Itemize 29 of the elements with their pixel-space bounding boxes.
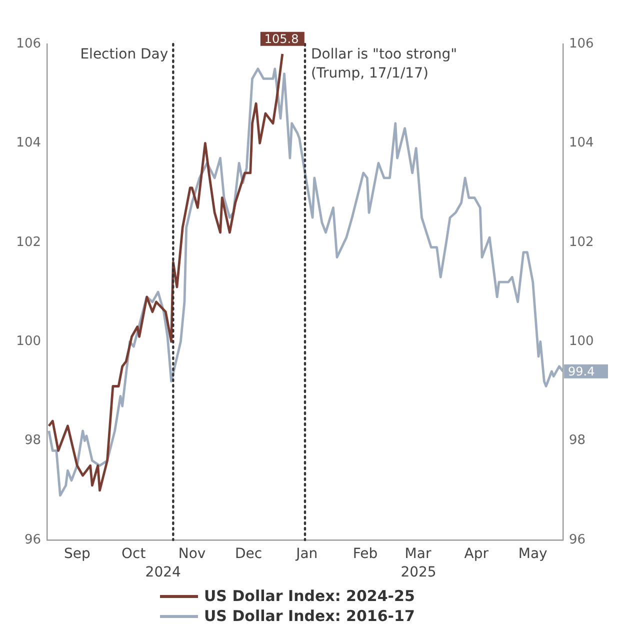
y-tick-label: 102 xyxy=(16,234,41,250)
x-tick-label: Sep xyxy=(64,546,90,562)
y-tick-label: 96 xyxy=(24,532,41,548)
x-tick-label: May xyxy=(518,546,548,562)
x-tick-label: Jan xyxy=(295,546,318,562)
data-label: 105.8 xyxy=(264,32,299,46)
ref-line-label: Dollar is "too strong" (Trump, 17/1/17) xyxy=(311,46,458,82)
y2-tick-label: 104 xyxy=(569,136,594,151)
y2-tick-label: 106 xyxy=(569,36,594,52)
x-tick-label: Oct xyxy=(122,546,146,562)
legend-label: US Dollar Index: 2016-17 xyxy=(204,607,415,625)
y-tick-label: 106 xyxy=(16,36,41,52)
legend-label: US Dollar Index: 2024-25 xyxy=(204,587,415,605)
x-tick-label: Apr xyxy=(464,546,489,562)
ref-line-label: Election Day xyxy=(80,46,168,63)
text: 2024 xyxy=(145,564,181,581)
y-tick-label: 104 xyxy=(16,136,41,151)
text: 2025 xyxy=(400,564,436,581)
y2-tick-label: 98 xyxy=(569,433,586,448)
x-tick-label: Feb xyxy=(352,546,378,562)
y-tick-label: 98 xyxy=(24,433,41,448)
y2-tick-label: 100 xyxy=(569,334,594,349)
x-tick-label: Mar xyxy=(404,546,432,562)
y2-tick-label: 96 xyxy=(569,532,586,548)
x-tick-label: Nov xyxy=(178,546,206,562)
y-tick-label: 100 xyxy=(16,334,41,349)
x-tick-label: Dec xyxy=(234,546,262,562)
y2-tick-label: 102 xyxy=(569,234,594,250)
data-label: 99.4 xyxy=(568,364,595,378)
